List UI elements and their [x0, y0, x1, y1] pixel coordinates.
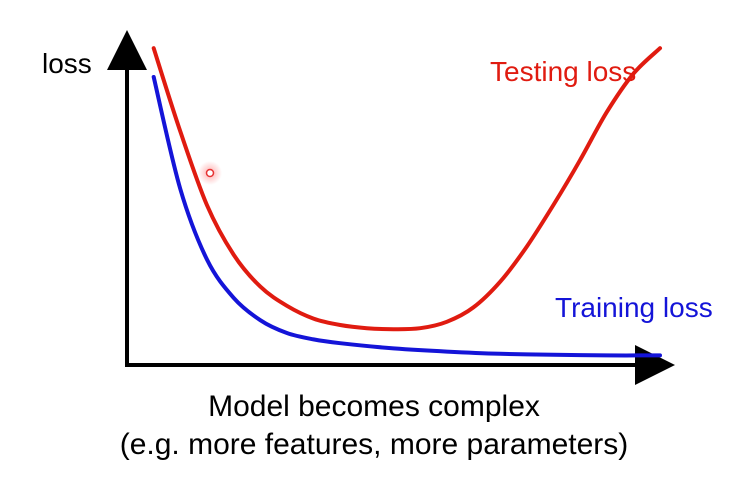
- axes: [107, 30, 675, 385]
- cursor-layer: [198, 161, 222, 185]
- cursor-dot-icon: [205, 168, 215, 178]
- legend-testing-loss: Testing loss: [490, 56, 637, 87]
- training-loss-curve: [151, 75, 662, 358]
- x-axis-label: Model becomes complex: [208, 390, 540, 423]
- legend-training-loss: Training loss: [555, 292, 713, 323]
- series-layer: [151, 46, 662, 358]
- x-axis-sublabel: (e.g. more features, more parameters): [119, 428, 629, 461]
- testing-loss-curve: [151, 46, 662, 332]
- y-axis-label: loss: [42, 48, 92, 79]
